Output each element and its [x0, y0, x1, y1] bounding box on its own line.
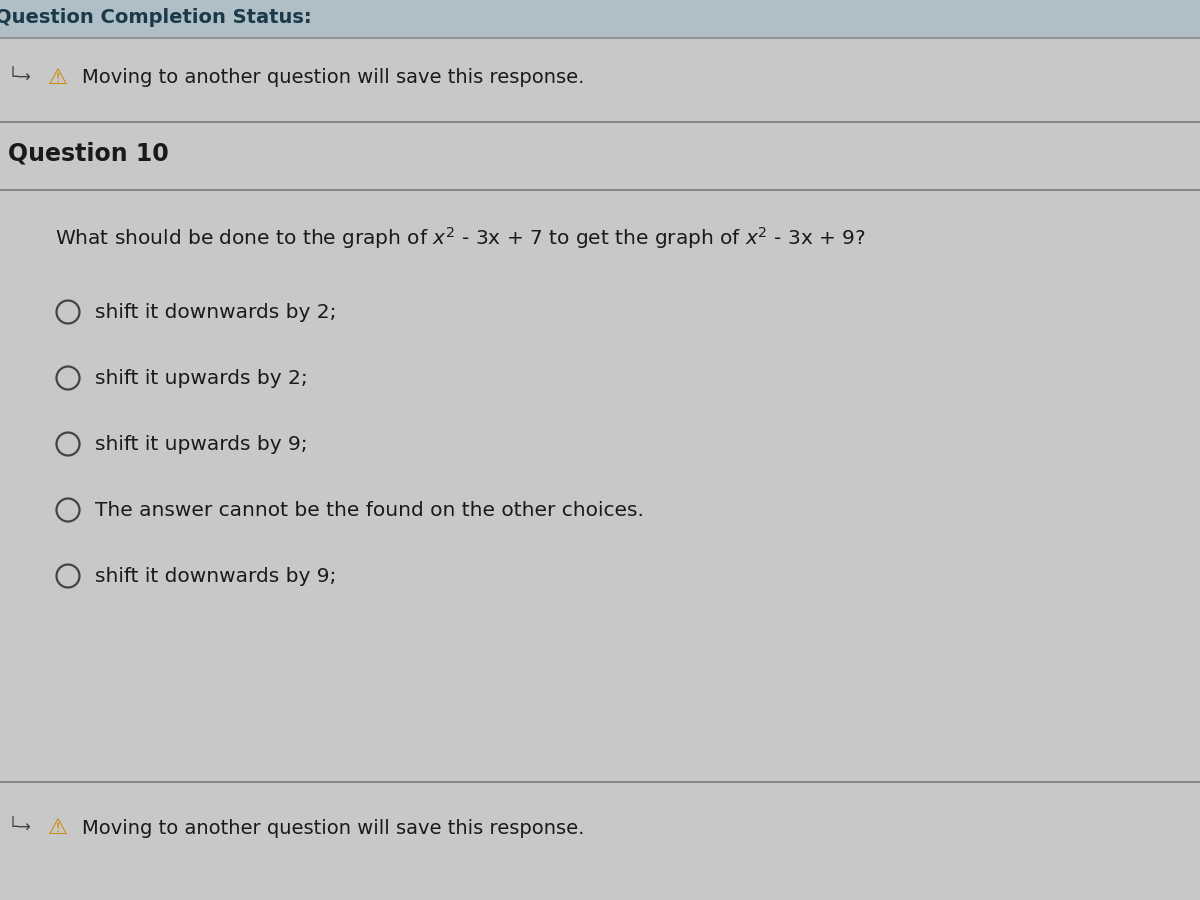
Text: Moving to another question will save this response.: Moving to another question will save thi… — [82, 68, 584, 87]
Text: Question Completion Status:: Question Completion Status: — [0, 7, 312, 27]
Text: ⚠: ⚠ — [48, 818, 68, 838]
Text: shift it upwards by 2;: shift it upwards by 2; — [95, 368, 307, 388]
Text: └→: └→ — [8, 819, 32, 837]
Text: shift it downwards by 9;: shift it downwards by 9; — [95, 566, 336, 586]
Text: Moving to another question will save this response.: Moving to another question will save thi… — [82, 818, 584, 838]
Text: What should be done to the graph of $x^2$ - 3x + 7 to get the graph of $x^2$ - 3: What should be done to the graph of $x^2… — [55, 225, 866, 251]
FancyBboxPatch shape — [0, 0, 1200, 38]
Text: shift it downwards by 2;: shift it downwards by 2; — [95, 302, 336, 321]
Text: Question 10: Question 10 — [8, 141, 169, 165]
Text: ⚠: ⚠ — [48, 68, 68, 88]
Text: └→: └→ — [8, 69, 32, 87]
Text: shift it upwards by 9;: shift it upwards by 9; — [95, 435, 307, 454]
Text: The answer cannot be the found on the other choices.: The answer cannot be the found on the ot… — [95, 500, 644, 519]
